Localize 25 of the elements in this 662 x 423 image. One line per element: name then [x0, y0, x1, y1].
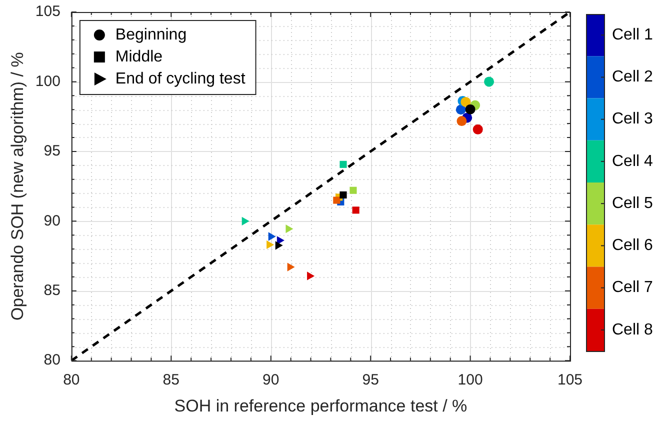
- y-tick-label: 105: [35, 3, 60, 20]
- x-tick-label: 105: [557, 372, 583, 389]
- y-tick-label: 85: [44, 282, 60, 300]
- legend-label: Beginning: [115, 26, 187, 44]
- x-tick-label: 85: [162, 372, 180, 389]
- y-tick-label: 95: [44, 142, 60, 160]
- legend-label: Middle: [115, 48, 163, 66]
- y-tick-label: 80: [44, 352, 60, 369]
- x-tick-label: 80: [63, 372, 80, 389]
- color-bar-label: Cell 8: [612, 321, 654, 338]
- color-bar-label: Cell 2: [612, 68, 654, 86]
- legend-label: End of cycling test: [115, 70, 246, 88]
- y-tick-label: 100: [35, 72, 60, 90]
- color-bar-label: Cell 5: [612, 194, 654, 212]
- color-bar-label: Cell 3: [612, 110, 654, 128]
- y-tick-label: 90: [44, 212, 60, 230]
- x-tick-label: 90: [262, 372, 280, 389]
- y-axis-title: Operando SOH (new algorithm) / %: [8, 52, 27, 320]
- x-tick-label: 95: [362, 372, 379, 389]
- color-bar-label: Cell 6: [612, 237, 654, 254]
- color-bar-label: Cell 4: [612, 152, 654, 170]
- x-axis-title: SOH in reference performance test / %: [174, 396, 468, 416]
- x-tick-label: 100: [458, 372, 483, 389]
- color-bar-label: Cell 7: [612, 279, 654, 296]
- color-bar-label: Cell 1: [612, 26, 654, 44]
